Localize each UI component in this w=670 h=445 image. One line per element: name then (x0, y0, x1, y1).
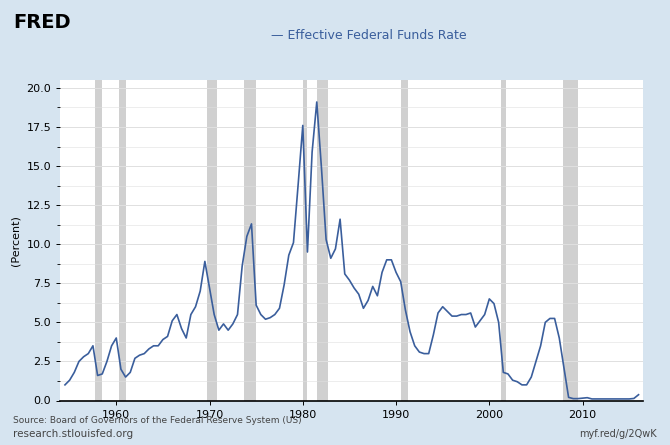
Text: FRED: FRED (13, 13, 71, 32)
Text: myf.red/g/2QwK: myf.red/g/2QwK (579, 429, 657, 439)
Bar (317, 80, 328, 400)
Bar (401, 80, 408, 400)
Bar (501, 80, 506, 400)
Bar (303, 80, 308, 400)
Bar (207, 80, 216, 400)
Text: Source: Board of Governors of the Federal Reserve System (US): Source: Board of Governors of the Federa… (13, 416, 302, 425)
Bar (245, 80, 256, 400)
Bar (563, 80, 578, 400)
Bar (119, 80, 125, 400)
Text: — Effective Federal Funds Rate: — Effective Federal Funds Rate (271, 29, 466, 42)
Text: research.stlouisfed.org: research.stlouisfed.org (13, 429, 133, 439)
Bar (95, 80, 103, 400)
Y-axis label: (Percent): (Percent) (11, 215, 21, 266)
